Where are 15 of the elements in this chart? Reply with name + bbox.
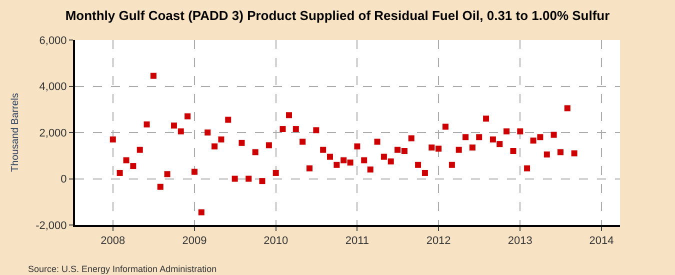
x-tick-label: 2008 bbox=[100, 235, 126, 248]
y-tick-label: 2,000 bbox=[39, 127, 67, 140]
x-tick-label: 2010 bbox=[264, 235, 288, 248]
x-tick-label: 2011 bbox=[345, 235, 370, 248]
chart-title: Monthly Gulf Coast (PADD 3) Product Supplied of Residual Fuel Oil, 0.31 to 1.00% Sulfur bbox=[65, 8, 610, 24]
y-axis-title: Thousand Barrels bbox=[10, 93, 22, 172]
y-tick-label: 0 bbox=[60, 174, 67, 186]
x-tick-label: 2013 bbox=[508, 235, 532, 248]
x-tick-label: 2009 bbox=[182, 235, 207, 248]
x-tick-label: 2012 bbox=[426, 235, 451, 248]
y-tick-label: -2,000 bbox=[36, 220, 67, 232]
y-tick-label: 4,000 bbox=[39, 81, 67, 94]
x-tick-label: 2014 bbox=[589, 235, 614, 248]
source-note: Source: U.S. Energy Information Administration bbox=[28, 264, 217, 274]
y-tick-label: 6,000 bbox=[39, 34, 67, 47]
